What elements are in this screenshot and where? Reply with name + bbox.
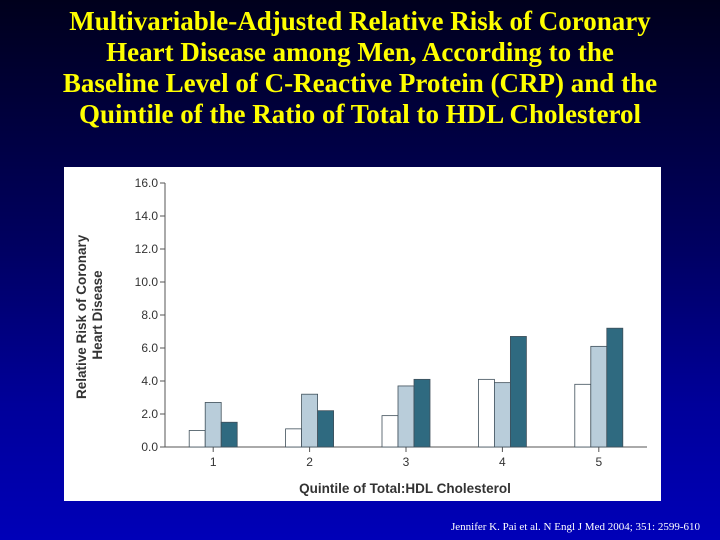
y-axis-label-line-1: Relative Risk of Coronary bbox=[74, 234, 89, 399]
y-tick-label: 0.0 bbox=[141, 440, 158, 454]
bar-series-3 bbox=[606, 327, 624, 448]
bar-series-2 bbox=[397, 385, 415, 448]
bar-series-2 bbox=[301, 393, 319, 448]
bar-series-2 bbox=[493, 382, 511, 448]
citation: Jennifer K. Pai et al. N Engl J Med 2004… bbox=[451, 521, 700, 533]
chart-panel: 0.0 2.0 4.0 6.0 8.0 10.0 12.0 14.0 16.0 1 2 3 4 5 Re… bbox=[64, 167, 661, 501]
y-tick-label: 6.0 bbox=[141, 341, 158, 355]
bar-series-3 bbox=[413, 378, 431, 448]
x-axis: 1 2 3 4 5 bbox=[165, 446, 647, 469]
title-line-1: Multivariable-Adjusted Relative Risk of … bbox=[69, 6, 651, 36]
bar-series-3 bbox=[317, 410, 335, 448]
bar-series-2 bbox=[590, 345, 608, 448]
bar-series-2 bbox=[204, 402, 222, 448]
y-tick-label: 8.0 bbox=[141, 308, 158, 322]
bar-series-1 bbox=[188, 430, 206, 448]
y-axis: 0.0 2.0 4.0 6.0 8.0 10.0 12.0 14.0 16.0 bbox=[135, 176, 166, 454]
x-axis-label: Quintile of Total:HDL Cholesterol bbox=[299, 481, 511, 496]
y-tick-label: 2.0 bbox=[141, 407, 158, 421]
x-tick-label: 5 bbox=[595, 455, 602, 469]
bar-series-1 bbox=[477, 378, 495, 448]
bar-chart: 0.0 2.0 4.0 6.0 8.0 10.0 12.0 14.0 16.0 1 2 3 4 5 Re… bbox=[74, 176, 647, 496]
x-tick-label: 3 bbox=[403, 455, 410, 469]
y-axis-label: Relative Risk of Coronary Heart Disease bbox=[74, 231, 105, 399]
x-tick-label: 4 bbox=[499, 455, 506, 469]
y-axis-label-line-2: Heart Disease bbox=[90, 270, 105, 360]
y-tick-label: 14.0 bbox=[135, 209, 159, 223]
y-tick-label: 4.0 bbox=[141, 374, 158, 388]
y-tick-label: 16.0 bbox=[135, 176, 159, 190]
bar-series-1 bbox=[285, 428, 303, 448]
title-line-4: Quintile of the Ratio of Total to HDL Ch… bbox=[78, 99, 641, 129]
bars-group bbox=[188, 327, 624, 448]
y-tick-label: 10.0 bbox=[135, 275, 159, 289]
bar-series-1 bbox=[574, 383, 592, 448]
x-tick-label: 1 bbox=[210, 455, 217, 469]
x-tick-label: 2 bbox=[306, 455, 313, 469]
bar-series-1 bbox=[381, 415, 399, 448]
title-line-2: Heart Disease among Men, According to th… bbox=[106, 37, 614, 67]
y-tick-label: 12.0 bbox=[135, 242, 159, 256]
slide-title: Multivariable-Adjusted Relative Risk of … bbox=[0, 6, 720, 130]
bar-series-3 bbox=[509, 336, 527, 448]
bar-series-3 bbox=[220, 421, 238, 448]
title-line-3: Baseline Level of C-Reactive Protein (CR… bbox=[62, 68, 658, 98]
